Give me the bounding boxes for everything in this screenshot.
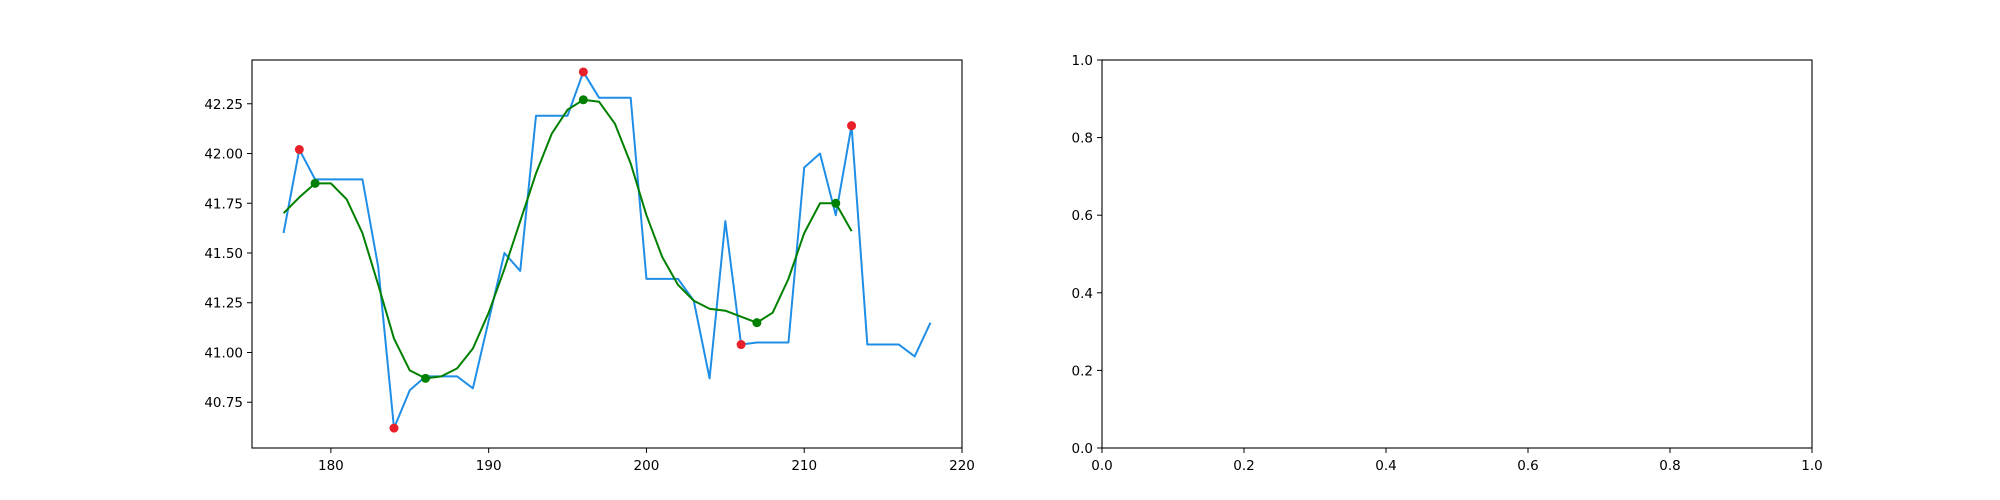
scatter-point [421, 373, 431, 383]
scatter-point [578, 95, 588, 105]
y-tick-label: 0.8 [1072, 131, 1093, 147]
scatter-point [294, 145, 304, 155]
y-tick-label: 42.25 [204, 97, 243, 113]
y-tick-label: 0.0 [1072, 441, 1093, 457]
y-tick-label: 0.6 [1072, 208, 1093, 224]
y-tick-label: 40.75 [204, 395, 243, 411]
y-tick-label: 41.75 [204, 196, 243, 212]
x-tick-label: 0.4 [1375, 458, 1396, 474]
y-tick-label: 41.00 [204, 345, 243, 361]
x-tick-label: 0.0 [1091, 458, 1112, 474]
x-tick-label: 200 [634, 458, 660, 474]
x-tick-label: 0.8 [1659, 458, 1680, 474]
x-tick-label: 210 [791, 458, 817, 474]
x-tick-label: 220 [949, 458, 975, 474]
scatter-point [310, 178, 320, 188]
right-axes: 0.0 0.2 0.4 0.6 0.8 1.0 0.0 0.2 0.4 0.6 0.8 1.0 [1072, 53, 1823, 474]
scatter-point [831, 198, 841, 208]
y-tick-label: 41.25 [204, 296, 243, 312]
series-line-0 [282, 70, 932, 430]
x-tick-label: 190 [476, 458, 502, 474]
scatter-point [389, 423, 399, 433]
y-tick-label: 41.50 [204, 246, 243, 262]
y-tick-label: 0.4 [1072, 286, 1093, 302]
left-axes: 180 190 200 210 220 40.75 41.00 41.25 41.50 41.75… [204, 59, 975, 474]
scatter-point [578, 67, 588, 77]
scatter-point [736, 340, 746, 350]
scatter-point [847, 121, 857, 131]
scatter-point [752, 318, 762, 328]
y-tick-label: 42.00 [204, 147, 243, 163]
y-tick-label: 1.0 [1072, 53, 1093, 69]
axes-frame [1101, 59, 1813, 449]
x-tick-label: 0.6 [1517, 458, 1538, 474]
x-tick-label: 180 [318, 458, 344, 474]
x-tick-label: 1.0 [1801, 458, 1822, 474]
axes-frame [251, 59, 963, 449]
x-tick-label: 0.2 [1233, 458, 1254, 474]
y-tick-label: 0.2 [1072, 363, 1093, 379]
